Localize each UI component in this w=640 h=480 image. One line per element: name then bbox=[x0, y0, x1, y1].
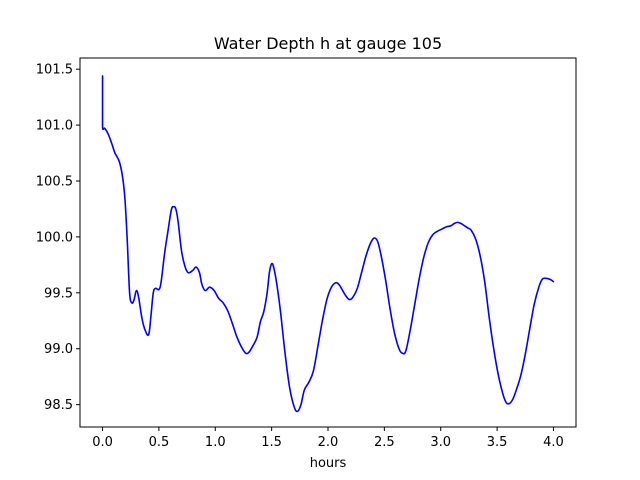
x-tick-label: 3.5 bbox=[487, 435, 508, 450]
y-axis: 98.5 99.0 99.5 100.0 100.5 101.0 101.5 bbox=[36, 63, 80, 413]
y-tick-label: 99.5 bbox=[44, 286, 73, 301]
y-tick-label: 98.5 bbox=[44, 398, 73, 413]
chart-title: Water Depth h at gauge 105 bbox=[214, 34, 442, 53]
y-tick-label: 101.5 bbox=[36, 63, 73, 78]
x-axis: 0.0 0.5 1.0 1.5 2.0 2.5 3.0 3.5 4.0 bbox=[92, 427, 564, 450]
y-tick-label: 99.0 bbox=[44, 342, 73, 357]
y-tick-label: 101.0 bbox=[36, 119, 73, 134]
x-tick-label: 3.0 bbox=[430, 435, 451, 450]
series-line-0 bbox=[101, 75, 555, 413]
x-tick-label: 2.0 bbox=[318, 435, 339, 450]
y-tick-label: 100.5 bbox=[36, 175, 73, 190]
x-axis-label: hours bbox=[310, 456, 347, 471]
series-layer bbox=[101, 75, 555, 413]
x-tick-label: 4.0 bbox=[543, 435, 564, 450]
x-tick-label: 1.5 bbox=[261, 435, 282, 450]
x-tick-label: 2.5 bbox=[374, 435, 395, 450]
x-tick-label: 0.0 bbox=[92, 435, 113, 450]
y-tick-label: 100.0 bbox=[36, 230, 73, 245]
x-tick-label: 0.5 bbox=[149, 435, 170, 450]
x-tick-label: 1.0 bbox=[205, 435, 226, 450]
